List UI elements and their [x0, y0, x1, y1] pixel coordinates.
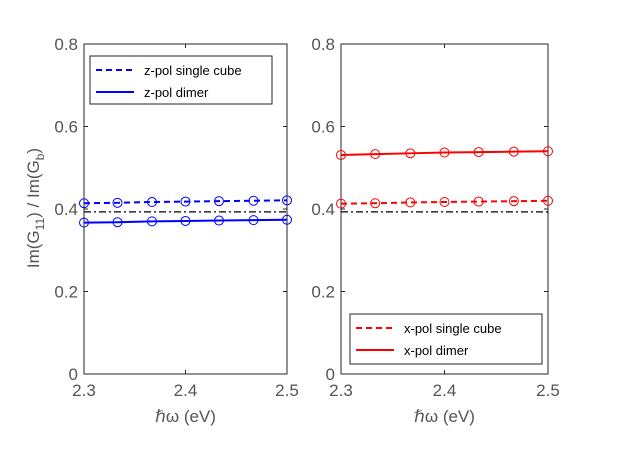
data-point-marker	[282, 214, 292, 225]
data-point-marker	[370, 149, 381, 160]
y-axis-label-part-1: Im(G	[24, 230, 43, 268]
data-point-marker	[112, 217, 123, 228]
data-point-marker	[473, 147, 484, 158]
y-tick-label: 0.4	[54, 200, 78, 219]
x-tick-label: 2.3	[72, 381, 96, 400]
x-tick-label: 2.3	[329, 381, 353, 400]
data-point-marker	[248, 215, 259, 226]
legend-box	[349, 313, 543, 365]
y-axis-label-part-3: )	[24, 148, 43, 154]
y-axis-label-sub-1: 11	[33, 218, 47, 231]
series-line-x-pol-dimer	[340, 150, 549, 156]
data-point-marker	[370, 198, 381, 209]
panel-right-x-pol: 0 0.2 0.4 0.6 0.8 2.3 2.4 2.5 ℏω (eV) x-pol singl…	[311, 35, 559, 426]
series-line-x-pol-single-cube	[340, 199, 549, 205]
y-tick-label: 0.6	[311, 118, 335, 137]
data-point-marker	[213, 215, 224, 226]
data-point-marker	[405, 197, 416, 208]
data-point-marker	[336, 149, 346, 160]
series-line-z-pol-dimer	[83, 218, 288, 224]
legend-box	[89, 55, 273, 105]
data-point-marker	[473, 196, 484, 207]
y-tick-label: 0	[69, 365, 78, 384]
y-axis-label-sub-2: b	[33, 153, 47, 160]
data-point-marker	[439, 196, 450, 207]
x-tick-label: 2.5	[275, 381, 299, 400]
x-axis-label: ℏω (eV)	[155, 407, 216, 426]
y-axis-label: Im(G11) / Im(Gb)	[24, 148, 47, 268]
legend-entry-label: z-pol single cube	[144, 63, 242, 78]
x-tick-label: 2.4	[174, 381, 198, 400]
y-tick-label: 0.4	[311, 200, 335, 219]
data-point-marker	[282, 195, 292, 206]
data-point-marker	[180, 215, 191, 226]
legend-entry-label: x-pol dimer	[404, 343, 469, 358]
data-point-marker	[147, 196, 158, 207]
legend-entry-label: x-pol single cube	[404, 321, 502, 336]
data-point-marker	[112, 197, 123, 208]
x-tick-label: 2.4	[433, 381, 457, 400]
data-point-marker	[405, 148, 416, 159]
data-point-marker	[79, 217, 89, 228]
data-point-marker	[79, 198, 89, 209]
series-line-z-pol-single-cube	[83, 199, 288, 205]
data-point-marker	[543, 195, 553, 206]
y-tick-label: 0.2	[54, 283, 78, 302]
data-point-marker	[543, 146, 553, 157]
data-point-marker	[508, 146, 519, 157]
y-axis-label-part-2: ) / Im(G	[24, 160, 43, 218]
y-tick-label: 0.6	[54, 118, 78, 137]
y-tick-label: 0.2	[311, 283, 335, 302]
y-tick-label: 0	[326, 365, 335, 384]
data-point-marker	[248, 195, 259, 206]
data-point-marker	[147, 216, 158, 227]
data-point-marker	[336, 198, 346, 209]
panel-left-z-pol: 0 0.2 0.4 0.6 0.8 2.3 2.4 2.5 ℏω (eV) z-pol singl…	[54, 35, 298, 426]
y-tick-label: 0.8	[311, 35, 335, 54]
data-point-marker	[213, 196, 224, 207]
data-point-marker	[439, 147, 450, 158]
x-axis-label: ℏω (eV)	[414, 407, 475, 426]
x-tick-label: 2.5	[536, 381, 560, 400]
data-point-marker	[508, 196, 519, 207]
data-point-marker	[180, 196, 191, 207]
y-tick-label: 0.8	[54, 35, 78, 54]
legend-entry-label: z-pol dimer	[144, 85, 209, 100]
